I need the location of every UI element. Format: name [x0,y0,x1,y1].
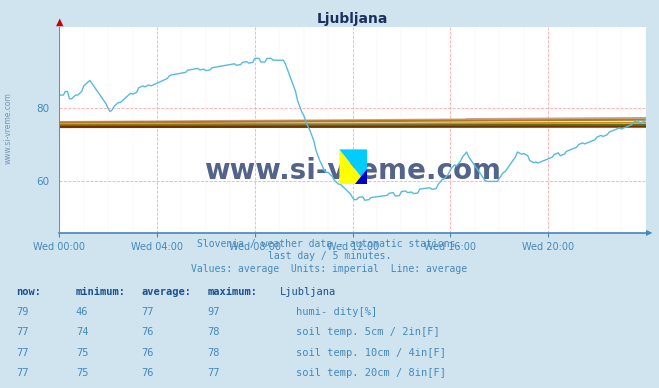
Text: minimum:: minimum: [76,287,126,297]
Text: 76: 76 [142,368,154,378]
Text: average:: average: [142,287,192,297]
Text: Ljubljana: Ljubljana [280,287,336,297]
Text: soil temp. 5cm / 2in[F]: soil temp. 5cm / 2in[F] [296,327,440,338]
Title: Ljubljana: Ljubljana [317,12,388,26]
Text: 76: 76 [142,327,154,338]
Polygon shape [339,149,367,184]
Text: 97: 97 [208,307,220,317]
Text: 77: 77 [208,368,220,378]
Text: 77: 77 [16,348,29,358]
Text: Slovenia / weather data - automatic stations.: Slovenia / weather data - automatic stat… [197,239,462,249]
Polygon shape [339,149,367,184]
Text: ▲: ▲ [55,17,63,27]
Text: 77: 77 [16,327,29,338]
Text: 75: 75 [76,368,88,378]
Text: maximum:: maximum: [208,287,258,297]
Text: 75: 75 [76,348,88,358]
Text: 78: 78 [208,348,220,358]
Text: last day / 5 minutes.: last day / 5 minutes. [268,251,391,262]
Text: www.si-vreme.com: www.si-vreme.com [204,157,501,185]
Polygon shape [355,168,367,184]
Text: 77: 77 [16,368,29,378]
Text: 77: 77 [142,307,154,317]
Text: ▶: ▶ [646,228,652,237]
Text: soil temp. 10cm / 4in[F]: soil temp. 10cm / 4in[F] [296,348,446,358]
Text: 74: 74 [76,327,88,338]
Text: soil temp. 20cm / 8in[F]: soil temp. 20cm / 8in[F] [296,368,446,378]
Text: www.si-vreme.com: www.si-vreme.com [4,92,13,164]
Text: 46: 46 [76,307,88,317]
Text: 78: 78 [208,327,220,338]
Text: now:: now: [16,287,42,297]
Text: humi- dity[%]: humi- dity[%] [296,307,377,317]
Text: 79: 79 [16,307,29,317]
Text: Values: average  Units: imperial  Line: average: Values: average Units: imperial Line: av… [191,264,468,274]
Text: 76: 76 [142,348,154,358]
